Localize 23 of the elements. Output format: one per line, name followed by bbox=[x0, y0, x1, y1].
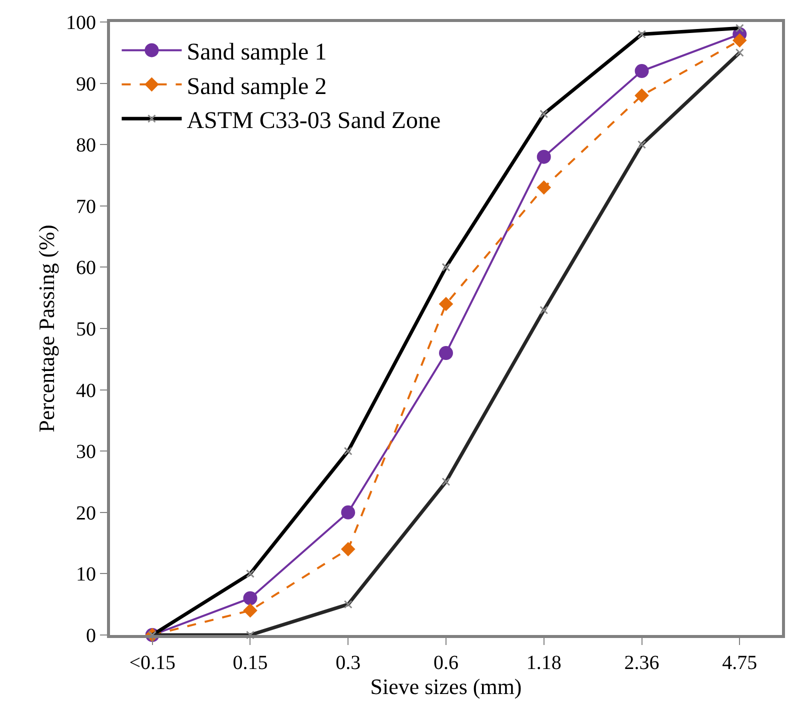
y-tick-label: 90 bbox=[76, 73, 96, 96]
y-axis-title: Percentage Passing (%) bbox=[34, 224, 59, 432]
y-tick-label: 30 bbox=[76, 441, 96, 464]
y-tick-label: 80 bbox=[76, 134, 96, 157]
x-tick-label: 0.3 bbox=[336, 652, 361, 674]
y-tick-label: 100 bbox=[66, 12, 96, 34]
y-tick-label: 60 bbox=[76, 257, 96, 280]
x-tick-label: 1.18 bbox=[526, 652, 562, 674]
y-tick-label: 40 bbox=[76, 380, 96, 402]
x-axis-title: Sieve sizes (mm) bbox=[370, 674, 522, 699]
x-tick-label: 4.75 bbox=[722, 652, 758, 674]
y-tick-label: 20 bbox=[76, 502, 96, 524]
x-tick-label: 0.6 bbox=[434, 652, 458, 674]
x-tick-label: 2.36 bbox=[624, 652, 660, 674]
legend-label: Sand sample 2 bbox=[186, 74, 327, 100]
x-tick-label: 0.15 bbox=[232, 652, 268, 674]
legend-label: Sand sample 1 bbox=[186, 40, 327, 66]
x-tick-label: <0.15 bbox=[129, 652, 176, 674]
legend-label: ASTM C33-03 Sand Zone bbox=[186, 108, 441, 134]
y-tick-label: 70 bbox=[76, 196, 96, 218]
y-tick-label: 50 bbox=[76, 318, 96, 340]
y-tick-label: 0 bbox=[86, 625, 96, 647]
y-tick-label: 10 bbox=[76, 564, 96, 586]
